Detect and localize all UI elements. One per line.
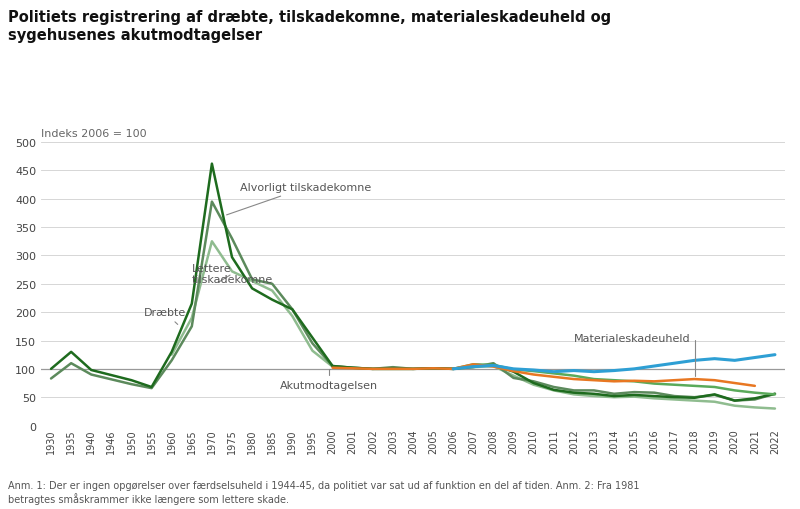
Text: Lettere
tilskadekomne: Lettere tilskadekomne bbox=[192, 263, 273, 285]
Text: Materialeskadeuheld: Materialeskadeuheld bbox=[574, 333, 694, 377]
Text: Anm. 1: Der er ingen opgørelser over færdselsuheld i 1944-45, da politiet var sa: Anm. 1: Der er ingen opgørelser over fær… bbox=[8, 480, 639, 504]
Text: Akutmodtagelsen: Akutmodtagelsen bbox=[280, 369, 378, 390]
Text: Dræbte: Dræbte bbox=[143, 307, 186, 325]
Text: Alvorligt tilskadekomne: Alvorligt tilskadekomne bbox=[226, 183, 371, 215]
Text: Politiets registrering af dræbte, tilskadekomne, materialeskadeuheld og
sygehuse: Politiets registrering af dræbte, tilska… bbox=[8, 10, 611, 43]
Text: Indeks 2006 = 100: Indeks 2006 = 100 bbox=[41, 129, 146, 138]
